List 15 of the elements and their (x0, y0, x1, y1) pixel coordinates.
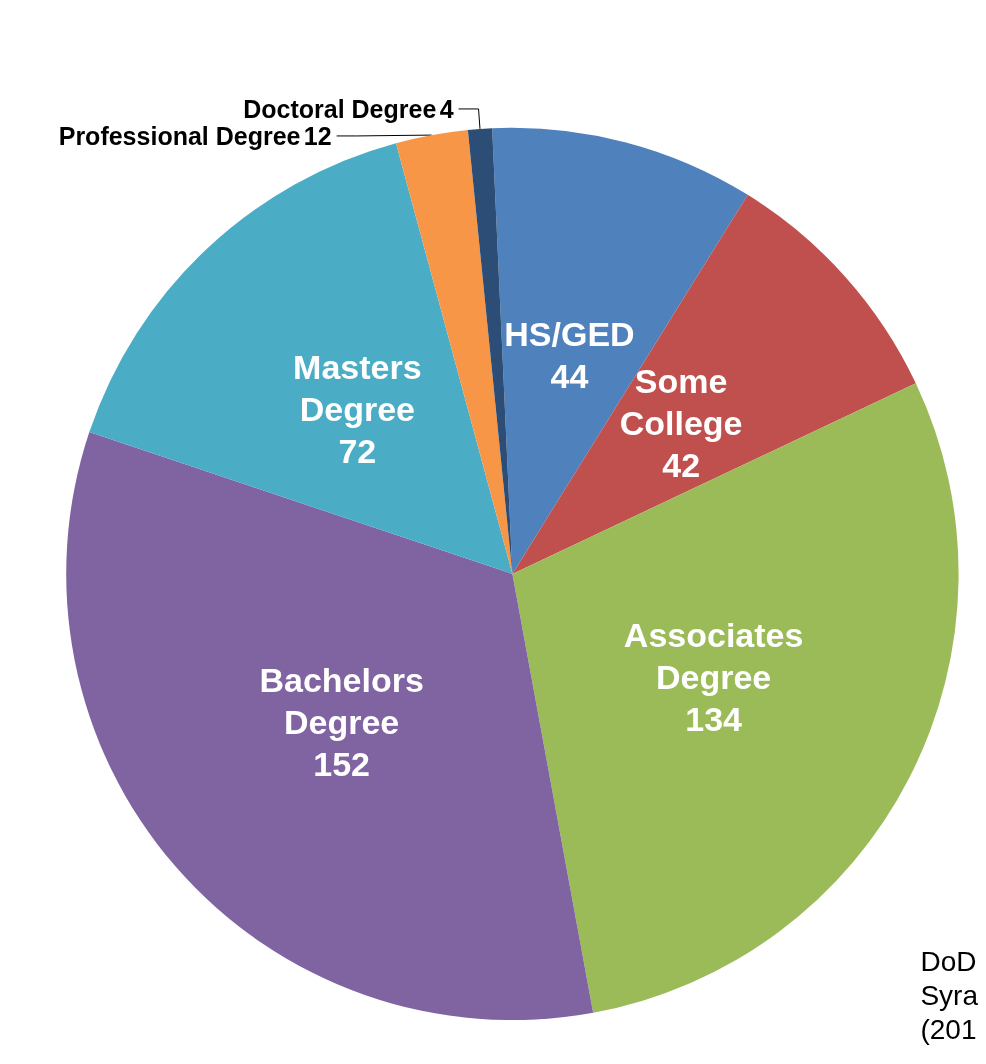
data-label: 12 (303, 121, 332, 150)
data-label: 42 (662, 446, 701, 485)
text: DoD Syra (201 (920, 945, 979, 1045)
slice-label: Some College (619, 362, 743, 443)
slice-label: Associates Degree (623, 616, 804, 697)
slice-label: HS/GED (504, 315, 635, 354)
slice-label: Bachelors Degree (259, 661, 424, 742)
data-label: 72 (338, 432, 377, 471)
data-label: 152 (313, 745, 370, 784)
slice-label: Professional Degree (58, 121, 301, 150)
data-label: 4 (439, 94, 454, 123)
slice-label: Doctoral Degree (243, 94, 437, 123)
data-label: 44 (550, 357, 589, 396)
data-label: 134 (685, 700, 743, 739)
slice-label: Masters Degree (293, 348, 422, 429)
